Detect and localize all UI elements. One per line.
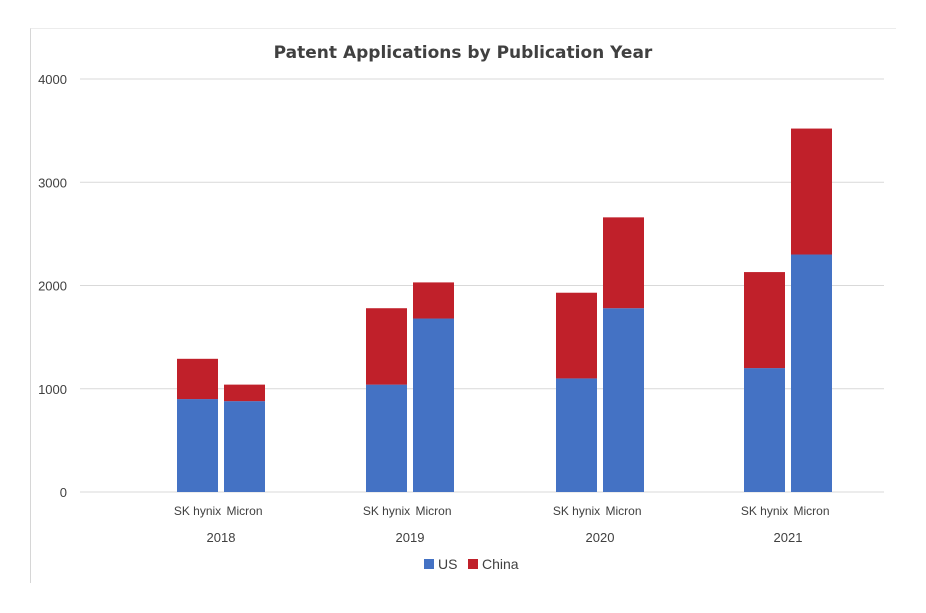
legend-label-china: China [482,556,519,572]
x-category-label: Micron [226,504,262,518]
y-tick-label: 2000 [38,279,67,294]
bar-china-2019-micron [413,282,454,319]
y-tick-label: 3000 [38,175,67,190]
bar-china-2018-micron [224,384,265,402]
bar-us-2021-sk-hynix [744,368,785,492]
bar-us-2019-micron [413,318,454,492]
bar-us-2020-sk-hynix [556,378,597,492]
chart-frame [30,28,896,583]
y-tick-label: 4000 [38,72,67,87]
bar-china-2021-sk-hynix [744,272,785,369]
chart-title: Patent Applications by Publication Year [274,43,653,63]
x-category-label: Micron [793,504,829,518]
x-category-label: SK hynix [363,504,410,518]
x-category-label: Micron [605,504,641,518]
y-tick-label: 0 [60,485,67,500]
legend-swatch-us [424,559,434,569]
bar-us-2018-sk-hynix [177,399,218,492]
x-group-label: 2019 [396,530,425,545]
x-category-label: SK hynix [553,504,600,518]
x-group-label: 2018 [207,530,236,545]
x-category-label: SK hynix [741,504,788,518]
bar-us-2018-micron [224,401,265,492]
bar-china-2020-micron [603,217,644,309]
bar-china-2020-sk-hynix [556,292,597,379]
bar-china-2018-sk-hynix [177,358,218,400]
bar-china-2021-micron [791,128,832,255]
bar-us-2021-micron [791,254,832,492]
y-tick-label: 1000 [38,382,67,397]
legend-label-us: US [438,556,457,572]
x-group-label: 2021 [774,530,803,545]
x-group-label: 2020 [586,530,615,545]
legend: US China [424,556,519,572]
legend-swatch-china [468,559,478,569]
bar-us-2019-sk-hynix [366,384,407,492]
x-category-label: SK hynix [174,504,221,518]
x-axis-labels: SK hynix Micron SK hynix Micron SK hynix Micr… [174,504,830,545]
bars [177,128,832,492]
bar-china-2019-sk-hynix [366,308,407,385]
bar-us-2020-micron [603,308,644,492]
x-category-label: Micron [415,504,451,518]
y-axis-ticks: 0 1000 2000 3000 4000 [38,72,67,500]
